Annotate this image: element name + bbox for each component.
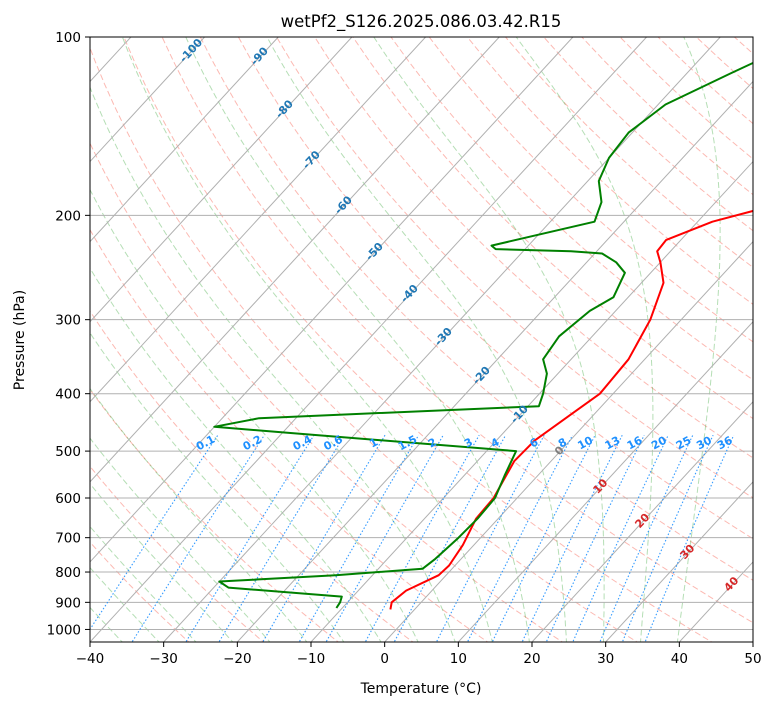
x-tick-label: 30	[597, 651, 614, 667]
y-tick-label: 300	[55, 313, 81, 329]
y-tick-label: 700	[55, 531, 81, 547]
isotherm-line	[0, 37, 57, 642]
y-tick-label: 200	[55, 208, 81, 224]
y-tick-label: 900	[55, 595, 81, 611]
y-tick-label: 100	[55, 30, 81, 46]
x-tick-label: −10	[297, 651, 326, 667]
chart-title: wetPf2_S126.2025.086.03.42.R15	[281, 12, 562, 32]
y-axis: 1000 900 800 700 600 500 400 300 200 100	[47, 30, 90, 638]
x-tick-label: 10	[450, 651, 467, 667]
y-tick-label: 500	[55, 444, 81, 460]
x-tick-label: −20	[223, 651, 252, 667]
y-axis-label: Pressure (hPa)	[12, 290, 28, 390]
y-tick-label: 800	[55, 565, 81, 581]
x-tick-label: −40	[76, 651, 105, 667]
x-axis-label: Temperature (°C)	[360, 681, 482, 697]
x-tick-label: 50	[744, 651, 761, 667]
x-tick-label: 0	[380, 651, 389, 667]
x-axis: −40 −30 −20 −10 0 10 20 30 40 50	[76, 642, 762, 667]
x-tick-label: 20	[523, 651, 540, 667]
y-tick-label: 400	[55, 387, 81, 403]
y-tick-label: 600	[55, 491, 81, 507]
y-tick-label: 1000	[47, 622, 81, 638]
isotherm-line	[753, 37, 775, 642]
x-tick-label: 40	[671, 651, 688, 667]
x-tick-label: −30	[149, 651, 178, 667]
